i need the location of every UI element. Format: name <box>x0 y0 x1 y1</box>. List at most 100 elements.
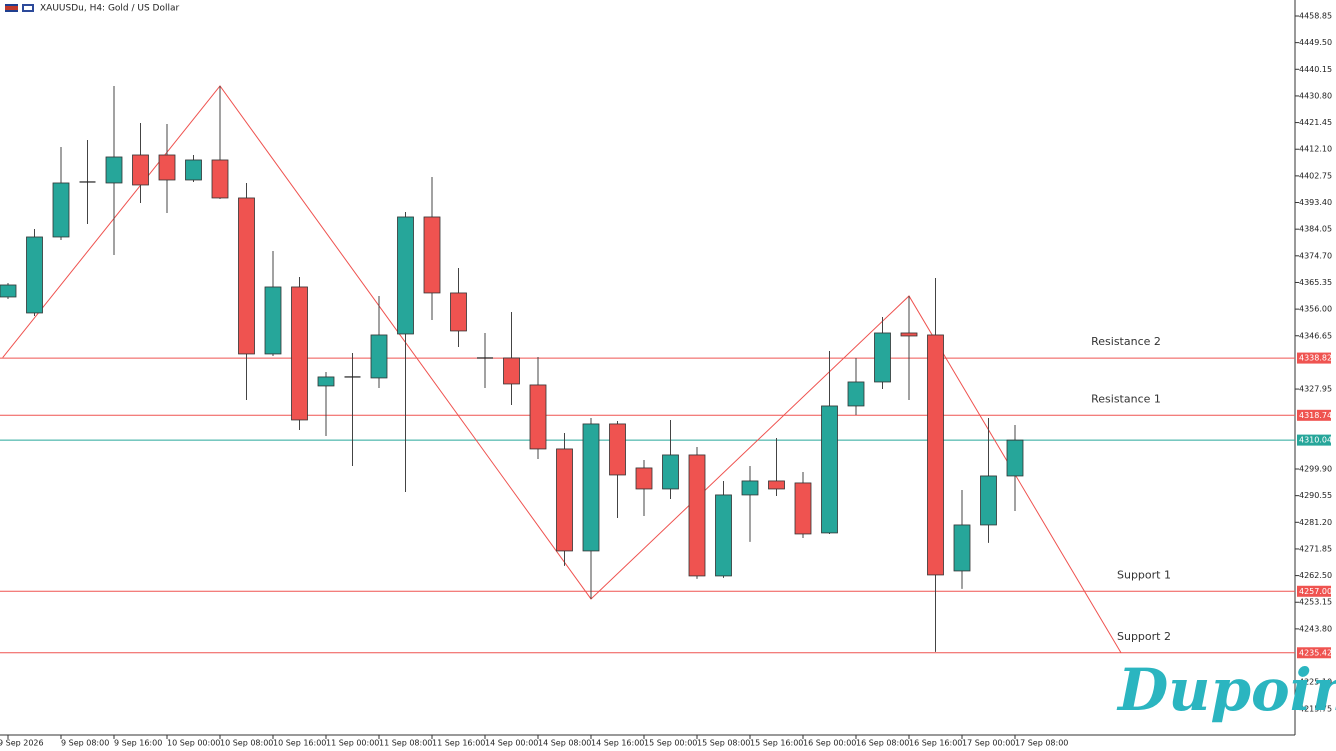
y-tick-label: 4374.70 <box>1299 251 1332 260</box>
x-tick-label: 15 Sep 16:00 <box>750 739 803 748</box>
candle-body <box>529 384 547 450</box>
level-tag <box>1297 434 1331 446</box>
y-tick-label: 4356.00 <box>1299 305 1332 314</box>
candle-body <box>211 159 229 199</box>
candle-body <box>821 405 838 534</box>
candle-body <box>900 332 918 337</box>
candle-body <box>52 182 70 238</box>
x-tick-label: 14 Sep 08:00 <box>538 739 591 748</box>
y-tick-label: 4299.90 <box>1299 465 1332 474</box>
x-tick-label: 16 Sep 08:00 <box>856 739 909 748</box>
candle-body <box>768 480 785 490</box>
level-tag-label: 4235.42 <box>1299 648 1332 657</box>
x-tick-label: 17 Sep 08:00 <box>1015 739 1068 748</box>
x-tick-label: 10 Sep 16:00 <box>273 739 326 748</box>
y-tick-label: 4449.50 <box>1299 38 1332 47</box>
y-tick-label: 4412.10 <box>1299 145 1332 154</box>
y-tick-label: 4384.05 <box>1299 225 1332 234</box>
y-tick-label: 4262.50 <box>1299 571 1332 580</box>
x-tick-label: 16 Sep 00:00 <box>803 739 856 748</box>
chart-title: XAUUSDu, H4: Gold / US Dollar <box>40 4 180 14</box>
candle-body <box>423 216 441 294</box>
watermark: Dupoin <box>1116 656 1336 724</box>
y-tick-label: 4271.85 <box>1299 544 1332 553</box>
x-tick-label: 11 Sep 16:00 <box>432 739 485 748</box>
x-tick-label: 9 Sep 16:00 <box>114 739 162 748</box>
candle-body <box>635 467 653 490</box>
candle-body <box>715 494 732 577</box>
y-tick-label: 4346.65 <box>1299 331 1332 340</box>
x-tick-label: 17 Sep 00:00 <box>962 739 1015 748</box>
candle-body <box>397 216 414 335</box>
level-tag <box>1297 647 1331 659</box>
y-tick-label: 4290.55 <box>1299 491 1332 500</box>
y-tick-label: 4327.95 <box>1299 385 1332 394</box>
level-tag <box>1297 352 1331 364</box>
x-tick-label: 9 Sep 08:00 <box>61 739 109 748</box>
candle-body <box>238 197 255 355</box>
y-tick-label: 4393.40 <box>1299 198 1332 207</box>
candle-body <box>450 292 467 332</box>
y-tick-label: 4225.10 <box>1299 678 1332 687</box>
x-tick-label: 9 Sep 2026 <box>0 739 44 748</box>
candle-body <box>980 475 997 526</box>
y-tick-label: 4402.75 <box>1299 171 1332 180</box>
y-tick-label: 4215.75 <box>1299 704 1332 713</box>
candle-body <box>794 482 812 535</box>
y-tick-label: 4440.15 <box>1299 65 1332 74</box>
plot-area: 4458.85 4449.50 4440.15 4430.80 4421.45 4412.… <box>0 11 1332 748</box>
y-tick-label: 4421.45 <box>1299 118 1332 127</box>
y-tick-label: 4458.85 <box>1299 11 1332 20</box>
y-tick-label: 4430.80 <box>1299 91 1332 100</box>
candle-body <box>0 284 17 298</box>
candle-body <box>264 286 282 355</box>
candle-body <box>662 454 679 490</box>
y-tick-label: 4365.35 <box>1299 278 1332 287</box>
candle-body <box>291 286 308 421</box>
candle-body <box>158 154 176 181</box>
level-name: Support 2 <box>1117 630 1171 643</box>
x-tick-label: 10 Sep 00:00 <box>167 739 220 748</box>
x-tick-label: 14 Sep 16:00 <box>591 739 644 748</box>
level-name: Support 1 <box>1117 568 1171 581</box>
candle-body <box>370 334 388 379</box>
x-tick-label: 11 Sep 00:00 <box>326 739 379 748</box>
candle-body <box>503 357 520 385</box>
level-tag-label: 4318.74 <box>1299 411 1332 420</box>
candle-body <box>185 159 202 181</box>
x-tick-label: 15 Sep 00:00 <box>644 739 697 748</box>
candle-body <box>927 334 944 576</box>
level-tag-label: 4338.82 <box>1299 354 1332 363</box>
level-tag <box>1297 409 1331 421</box>
candle-body <box>582 423 600 552</box>
candle-body <box>105 156 123 184</box>
candle-body <box>1006 439 1024 477</box>
candle-body <box>953 524 971 572</box>
x-tick-label: 15 Sep 08:00 <box>697 739 750 748</box>
y-tick-label: 4281.20 <box>1299 518 1332 527</box>
candle-body <box>26 236 43 314</box>
y-tick-label: 4253.15 <box>1299 598 1332 607</box>
candle-body <box>556 448 573 552</box>
candle-body <box>609 423 626 476</box>
icon <box>24 6 32 10</box>
x-tick-label: 10 Sep 08:00 <box>220 739 273 748</box>
level-tag <box>1297 585 1331 597</box>
icon <box>5 6 18 10</box>
level-tag-label: 4310.04 <box>1299 436 1332 445</box>
candle-body <box>874 332 891 383</box>
x-tick-label: 16 Sep 16:00 <box>909 739 962 748</box>
level-name: Resistance 2 <box>1091 335 1161 348</box>
candle-body <box>741 480 759 496</box>
candle-body <box>317 376 335 387</box>
x-tick-label: 11 Sep 08:00 <box>379 739 432 748</box>
x-tick-label: 14 Sep 00:00 <box>485 739 538 748</box>
y-tick-label: 4243.80 <box>1299 624 1332 633</box>
level-name: Resistance 1 <box>1091 392 1161 405</box>
candle-body <box>132 154 149 186</box>
candle-body <box>847 381 865 407</box>
title-icons <box>5 4 34 12</box>
